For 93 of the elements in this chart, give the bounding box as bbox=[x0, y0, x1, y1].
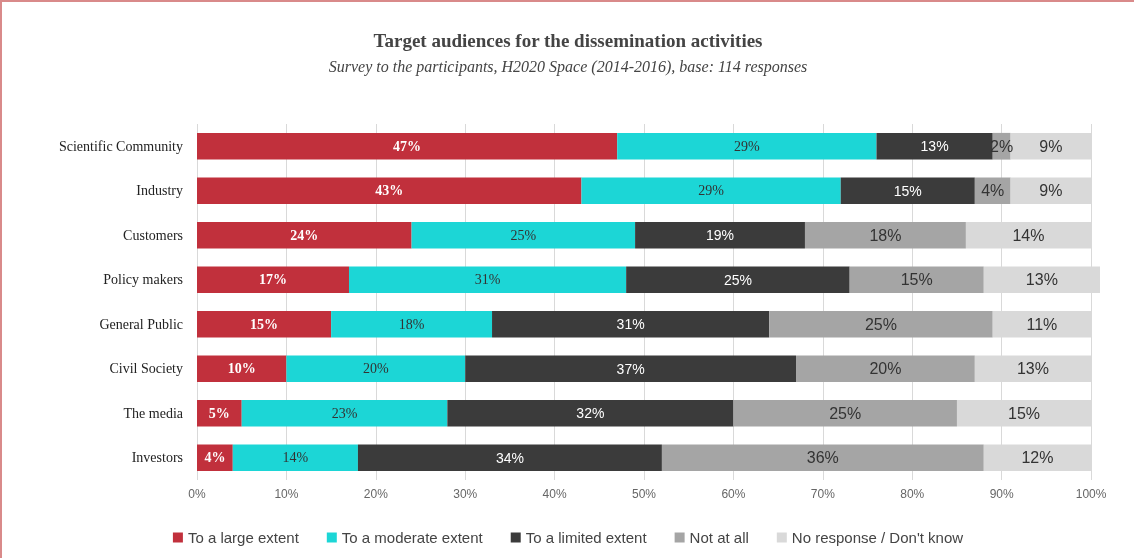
x-tick-label: 80% bbox=[900, 487, 925, 501]
x-tick-label: 40% bbox=[542, 487, 567, 501]
bar bbox=[197, 355, 287, 383]
data-label: 18% bbox=[869, 226, 902, 244]
data-label: 47% bbox=[393, 138, 422, 154]
data-label: 36% bbox=[806, 449, 839, 467]
x-tick-label: 10% bbox=[274, 487, 299, 501]
y-tick-label: Industry bbox=[136, 183, 183, 199]
data-label: 14% bbox=[1012, 226, 1045, 244]
bar bbox=[197, 310, 332, 338]
bar bbox=[241, 399, 448, 427]
data-label: 15% bbox=[900, 271, 933, 289]
data-label: 12% bbox=[1021, 449, 1054, 467]
data-label: 15% bbox=[1007, 404, 1041, 422]
data-label: 9% bbox=[1039, 137, 1063, 155]
data-label: 37% bbox=[616, 360, 645, 377]
x-tick-label: 50% bbox=[632, 487, 657, 501]
data-label: 23% bbox=[331, 405, 358, 421]
data-label: 15% bbox=[250, 316, 279, 332]
bar bbox=[411, 221, 636, 249]
bar bbox=[796, 355, 975, 383]
data-label: 17% bbox=[258, 272, 287, 288]
data-label: 20% bbox=[869, 360, 902, 378]
data-label: 25% bbox=[864, 315, 897, 333]
data-label: 32% bbox=[576, 405, 605, 422]
x-tick-label: 90% bbox=[989, 487, 1014, 501]
chart-title: Target audiences for the dissemination activities bbox=[373, 30, 763, 51]
legend-label: To a moderate extent bbox=[341, 529, 484, 546]
bar bbox=[357, 444, 662, 472]
data-label: 9% bbox=[1039, 182, 1063, 200]
data-label: 11% bbox=[1026, 315, 1058, 333]
data-label: 13% bbox=[1016, 360, 1049, 378]
x-tick-label: 70% bbox=[810, 487, 836, 501]
bar bbox=[465, 355, 797, 383]
legend-label: No response / Don't know bbox=[791, 529, 964, 546]
data-label: 31% bbox=[474, 272, 501, 288]
data-label: 5% bbox=[208, 405, 230, 421]
data-label: 25% bbox=[510, 227, 537, 243]
data-label: 19% bbox=[706, 227, 735, 244]
x-tick-label: 30% bbox=[453, 487, 478, 501]
chart-subtitle: Survey to the participants, H2020 Space (2014-2016), base: 114 responses bbox=[328, 57, 808, 76]
bar bbox=[617, 132, 877, 160]
bar bbox=[197, 221, 412, 249]
bar bbox=[348, 266, 627, 294]
bar bbox=[635, 221, 805, 249]
data-label: 4% bbox=[981, 182, 1005, 200]
data-label: 43% bbox=[375, 183, 404, 199]
bar bbox=[769, 310, 993, 338]
x-tick-label: 60% bbox=[721, 487, 746, 501]
data-label: 20% bbox=[362, 361, 389, 377]
bar bbox=[581, 177, 841, 205]
bar bbox=[197, 132, 618, 160]
bar bbox=[286, 355, 466, 383]
y-tick-label: Civil Society bbox=[109, 361, 183, 377]
bar bbox=[447, 399, 734, 427]
legend-label: To a limited extent bbox=[525, 529, 648, 546]
bar bbox=[197, 177, 582, 205]
y-tick-label: General Public bbox=[99, 316, 183, 332]
data-label: 24% bbox=[290, 227, 319, 243]
data-label: 10% bbox=[227, 361, 256, 377]
data-label: 29% bbox=[734, 138, 761, 154]
data-label: 4% bbox=[204, 450, 226, 466]
data-label: 31% bbox=[616, 316, 645, 333]
data-label: 18% bbox=[398, 316, 425, 332]
data-label: 13% bbox=[920, 138, 949, 155]
x-tick-label: 100% bbox=[1075, 487, 1107, 501]
legend-label: To a large extent bbox=[187, 529, 300, 546]
bar bbox=[849, 266, 984, 294]
x-tick-label: 20% bbox=[363, 487, 389, 501]
y-tick-label: Policy makers bbox=[103, 272, 183, 288]
data-label: 25% bbox=[723, 271, 752, 288]
bar bbox=[232, 444, 358, 472]
bar bbox=[492, 310, 770, 338]
bar bbox=[626, 266, 850, 294]
x-tick-label: 0% bbox=[188, 487, 206, 501]
y-tick-label: Investors bbox=[131, 450, 183, 466]
data-label: 29% bbox=[698, 183, 725, 199]
data-label: 14% bbox=[282, 450, 309, 466]
y-tick-label: Customers bbox=[123, 227, 183, 243]
y-tick-label: Scientific Community bbox=[58, 138, 183, 154]
data-label: 34% bbox=[495, 449, 524, 466]
bar bbox=[331, 310, 493, 338]
bar bbox=[197, 266, 349, 294]
bar bbox=[197, 399, 242, 427]
bar bbox=[840, 177, 975, 205]
bar bbox=[733, 399, 957, 427]
data-label: 13% bbox=[1025, 271, 1058, 289]
legend-label: Not at all bbox=[689, 529, 749, 546]
y-tick-label: The media bbox=[123, 405, 184, 421]
bar bbox=[661, 444, 984, 472]
data-label: 25% bbox=[829, 404, 862, 422]
data-label: 15% bbox=[893, 182, 922, 199]
bar bbox=[804, 221, 966, 249]
